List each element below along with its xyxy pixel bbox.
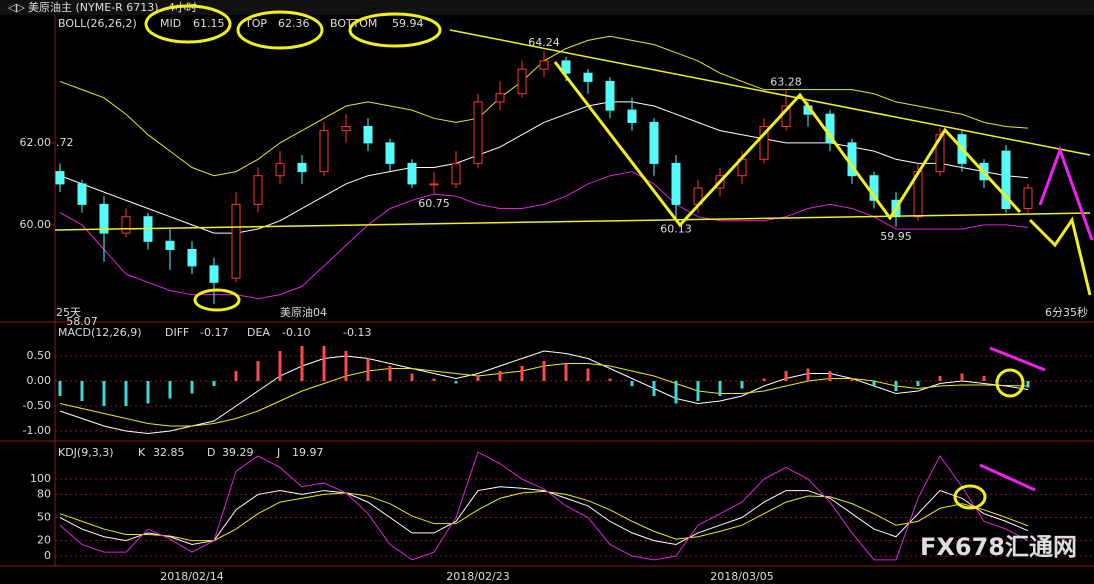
candle-body [627,109,637,123]
legend-name: J [276,446,280,459]
candle-body [209,265,219,283]
candle-body [275,162,285,177]
legend-name: K [138,446,146,459]
legend-value: 19.97 [292,446,324,459]
frame [0,15,1094,567]
price-label: 60.13 [660,223,692,236]
candle-body [649,121,659,164]
candle-body [77,183,87,205]
candle-body [121,216,131,234]
y-tick-label: -0.50 [23,399,51,412]
candle-body [583,72,593,82]
candle-body [759,126,769,160]
price-label: 63.28 [770,75,802,88]
candle-body [429,183,439,186]
candle-body [363,126,373,144]
legend-name: D [207,446,215,459]
y-tick-label: 80 [37,487,51,500]
legend-value: -0.10 [282,326,310,339]
candle-body [55,171,65,185]
y-tick-label: 0 [44,549,51,562]
header-icon: ◁▷ [8,1,25,14]
candle-body [165,240,175,250]
y-tick-label: 62.00 [20,136,52,149]
macd-readout: -0.13 [343,326,371,339]
watermark: FX678汇通网 [920,533,1077,561]
candle-body [561,60,571,74]
panel-label: KDJ(9,3,3) [58,446,114,459]
y-tick-label: 0.00 [27,374,52,387]
candle-body [605,80,615,111]
panel-label: MACD(12,26,9) [58,326,142,339]
candle-body [187,248,197,267]
legend-name: MID [160,17,181,30]
indicator-line [59,171,1029,300]
magenta-arrows [979,145,1094,492]
legend-value: -0.17 [200,326,228,339]
candle-body [1001,150,1011,209]
candle-body [473,101,483,164]
candle-body [297,162,307,173]
legend-value: 59.94 [392,17,424,30]
candle-body [407,162,417,185]
price-label: 60.75 [418,197,450,210]
candle-body [1023,187,1033,209]
indicator-line [59,486,1029,545]
price-label: 58.07 [66,315,98,328]
legend-name: DIFF [165,326,189,339]
note: 6分35秒 [1045,305,1088,319]
indicator-line [59,490,1029,542]
overlays [54,4,1092,510]
y-tick-label: 100 [30,472,51,485]
x-tick-label: 2018/03/05 [710,570,773,583]
candle-body [253,175,263,205]
candle-body [451,162,461,185]
indicator-line [59,350,1029,435]
candle-body [671,162,681,205]
candle-body [99,203,109,234]
legend-name: TOP [244,17,267,30]
y-tick-label: 0.50 [27,349,52,362]
panel-label: BOLL(26,26,2) [58,17,137,30]
price-label: 59.95 [880,230,912,243]
candle-body [539,60,549,70]
y-tick-label: -1.00 [23,424,51,437]
x-tick-label: 2018/02/14 [160,570,223,583]
legend-value: 39.29 [222,446,254,459]
header-title[interactable]: 美原油主 (NYME-R 6713) [28,0,159,14]
x-tick-label: 2018/02/23 [446,570,509,583]
note: .72 [56,136,74,149]
legend-value: 32.85 [153,446,185,459]
note: 美原油04 [280,305,327,319]
price-label: 64.24 [528,36,560,49]
legend-value: 61.15 [193,17,225,30]
candle-body [935,134,945,173]
indicator-line [59,101,1029,234]
legend-value: 62.36 [278,17,310,30]
candle-body [517,68,527,95]
note: 25天 [56,306,81,319]
candle-body [319,130,329,173]
candle-body [869,175,879,201]
y-tick-label: 50 [37,511,51,524]
header-bar [0,0,1094,15]
y-tick-label: 20 [37,534,51,547]
legend-name: DEA [247,326,270,339]
candle-body [495,93,505,103]
y-tick-label: 60.00 [20,218,52,231]
candle-body [341,126,351,132]
indicator-line [59,451,1029,561]
candle-body [231,203,241,279]
candle-body [385,142,395,164]
